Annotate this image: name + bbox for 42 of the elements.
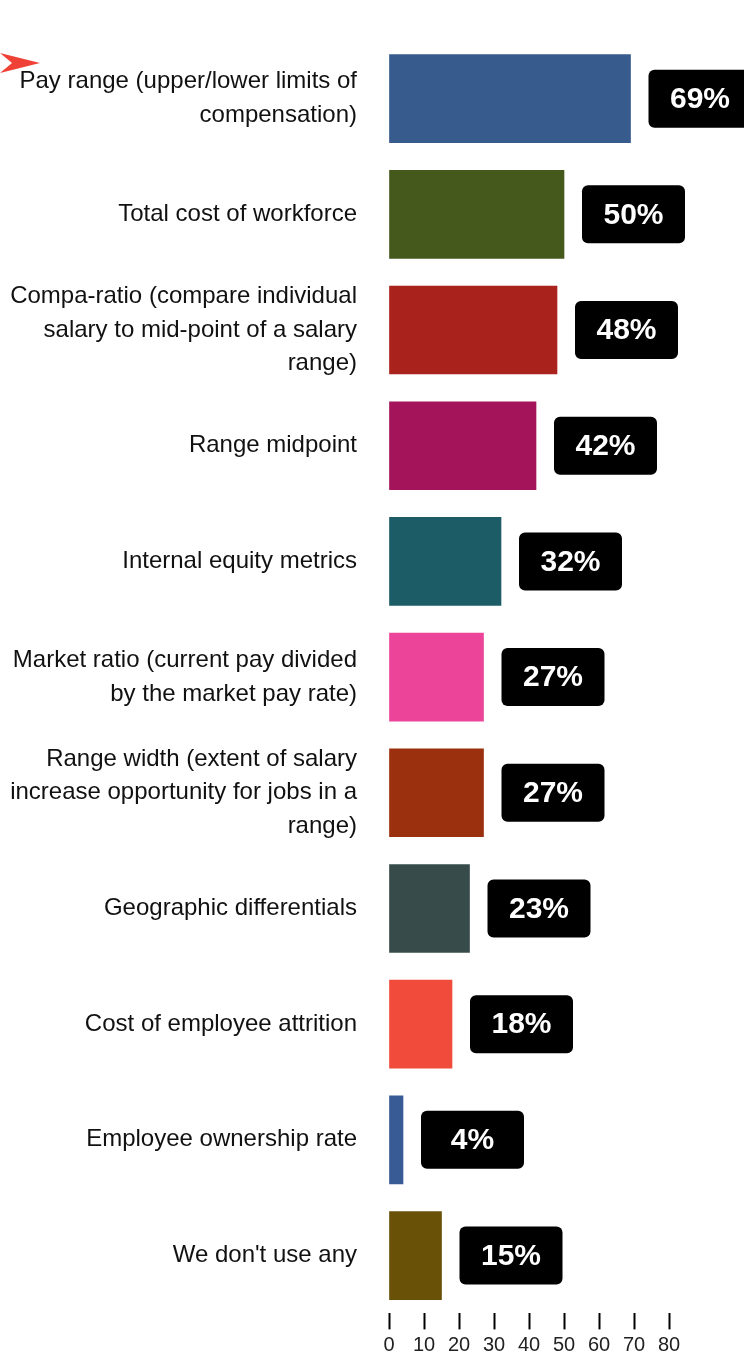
data-label: 50% xyxy=(603,196,664,230)
y-tick-label: Compa-ratio (compare individual salary to mid-point of a salary range) xyxy=(10,281,357,376)
x-tick-label: 0 xyxy=(383,1332,395,1355)
y-tick-label: Pay range (upper/lower limits of compensation) xyxy=(19,66,358,128)
x-tick-label: 10 xyxy=(412,1332,436,1355)
x-tick-label: 60 xyxy=(587,1332,611,1355)
x-tick-label: 30 xyxy=(482,1332,506,1355)
data-label: 48% xyxy=(596,312,657,346)
bar xyxy=(389,1095,404,1185)
bar xyxy=(389,517,502,606)
bar xyxy=(389,1211,442,1300)
data-label: 18% xyxy=(491,1006,552,1040)
bar xyxy=(389,748,484,838)
data-label: 27% xyxy=(522,775,584,809)
bar xyxy=(389,979,453,1069)
bar xyxy=(389,401,537,491)
y-tick-label: Cost of employee attrition xyxy=(84,1008,357,1036)
x-tick-label: 50 xyxy=(552,1332,576,1355)
data-label: 27% xyxy=(522,659,584,693)
data-label: 4% xyxy=(450,1122,495,1156)
data-label: 23% xyxy=(508,890,570,924)
bar xyxy=(389,632,484,722)
x-tick-label: 40 xyxy=(517,1332,541,1355)
bar xyxy=(389,285,558,375)
y-tick-label: Market ratio (current pay divided by the market pay rate) xyxy=(12,644,357,706)
y-tick-label: Geographic differentials xyxy=(103,893,357,921)
x-tick-label: 70 xyxy=(622,1332,646,1355)
y-tick-label: Range midpoint xyxy=(188,430,358,458)
data-label: 32% xyxy=(540,543,601,577)
y-tick-label: Range width (extent of salary increase opportunity for jobs in a range) xyxy=(10,743,358,839)
data-label: 42% xyxy=(575,427,636,461)
y-tick-label: Total cost of workforce xyxy=(118,198,357,226)
y-tick-label: Employee ownership rate xyxy=(86,1124,357,1152)
data-label: 15% xyxy=(480,1237,542,1271)
bar xyxy=(389,54,631,143)
bar xyxy=(389,170,565,259)
x-tick-label: 80 xyxy=(657,1332,681,1355)
y-tick-label: Internal equity metrics xyxy=(122,546,357,574)
y-tick-label: We don't use any xyxy=(172,1240,357,1268)
x-tick-label: 20 xyxy=(447,1332,471,1355)
data-label: 69% xyxy=(669,80,731,114)
bar xyxy=(389,864,470,953)
